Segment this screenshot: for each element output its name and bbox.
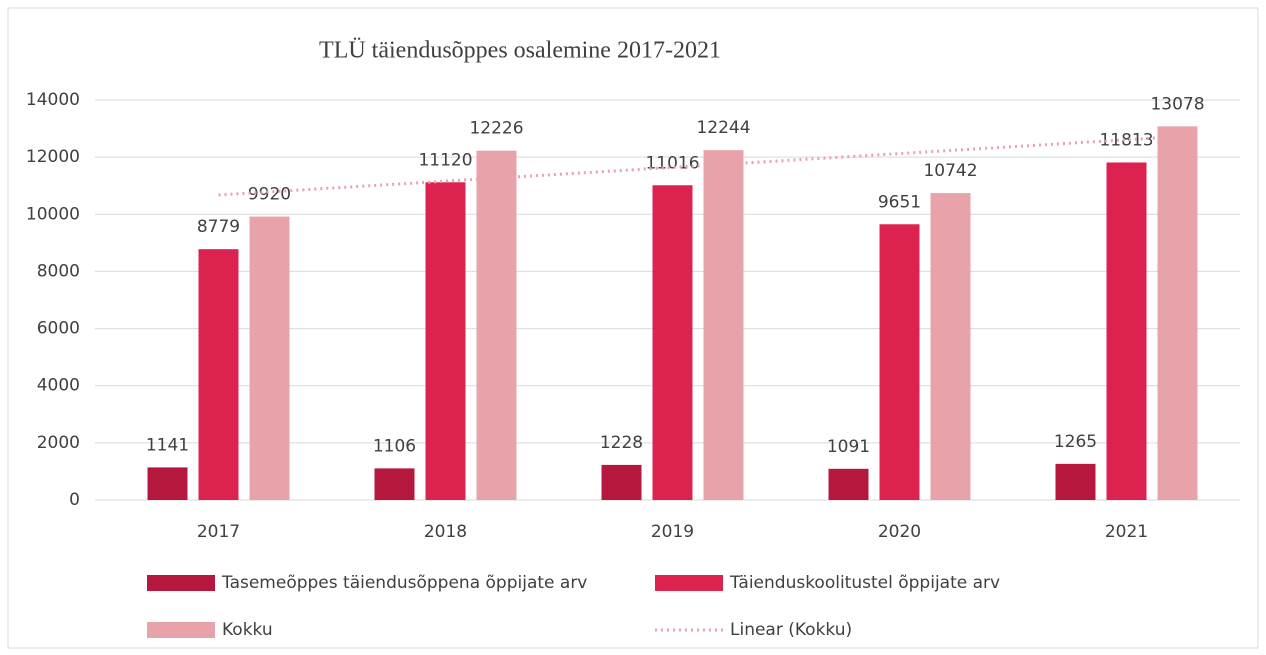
bar	[147, 467, 188, 500]
data-label: 10742	[923, 161, 977, 181]
data-label: 11813	[1099, 130, 1153, 150]
data-label: 12244	[696, 118, 750, 138]
y-tick-label: 0	[69, 490, 80, 510]
bar	[425, 182, 466, 501]
bar	[198, 249, 239, 500]
data-label: 8779	[197, 217, 240, 237]
legend-label: Kokku	[222, 620, 273, 640]
bar	[476, 150, 517, 500]
data-label: 12226	[469, 119, 523, 139]
y-tick-label: 4000	[37, 376, 80, 396]
data-label: 9651	[878, 192, 921, 212]
data-label: 13078	[1150, 94, 1204, 114]
legend-swatch	[147, 575, 215, 591]
y-tick-label: 2000	[37, 433, 80, 453]
y-tick-label: 6000	[37, 319, 80, 339]
bar	[828, 468, 869, 500]
bar	[930, 193, 971, 501]
x-tick-label: 2018	[424, 522, 467, 542]
chart-title: TLÜ täiendusõppes osalemine 2017-2021	[319, 38, 721, 64]
data-label: 9920	[248, 185, 291, 205]
x-tick-label: 2020	[878, 522, 921, 542]
legend-swatch	[147, 622, 215, 638]
chart-border	[7, 7, 1259, 649]
y-tick-label: 8000	[37, 261, 80, 281]
x-tick-label: 2017	[197, 522, 240, 542]
data-label: 1091	[827, 437, 870, 457]
legend-label: Täienduskoolitustel õppijate arv	[729, 573, 1000, 593]
y-tick-label: 10000	[26, 204, 80, 224]
y-tick-label: 14000	[26, 90, 80, 110]
bar	[249, 216, 290, 501]
data-label: 1265	[1054, 432, 1097, 452]
data-label: 1141	[146, 435, 189, 455]
bar	[1106, 162, 1147, 500]
legend-label: Linear (Kokku)	[730, 620, 852, 640]
bar	[652, 185, 693, 500]
data-label: 11016	[645, 153, 699, 173]
bar	[1157, 126, 1198, 500]
bar	[601, 464, 642, 500]
data-label: 11120	[418, 150, 472, 170]
x-tick-label: 2021	[1105, 522, 1148, 542]
bar	[879, 224, 920, 500]
bar	[703, 150, 744, 500]
legend-swatch	[655, 575, 723, 591]
y-tick-label: 12000	[26, 147, 80, 167]
x-tick-label: 2019	[651, 522, 694, 542]
bar	[1055, 463, 1096, 500]
legend-label: Tasemeõppes täiendusõppena õppijate arv	[221, 573, 587, 593]
data-label: 1228	[600, 433, 643, 453]
bar	[374, 468, 415, 500]
data-label: 1106	[373, 436, 416, 456]
